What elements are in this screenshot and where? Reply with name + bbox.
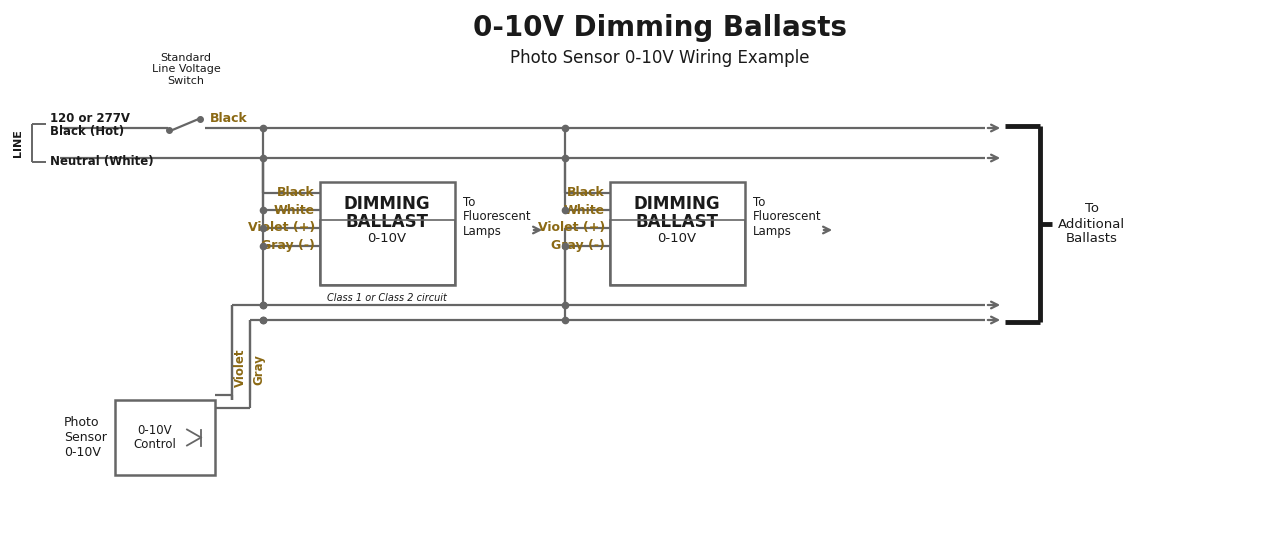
Text: White: White: [274, 203, 315, 216]
Text: 0-10V: 0-10V: [367, 233, 407, 246]
Text: Black (Hot): Black (Hot): [50, 124, 124, 137]
Text: To
Fluorescent
Lamps: To Fluorescent Lamps: [463, 195, 531, 239]
Text: Violet: Violet: [234, 348, 247, 387]
Bar: [115, 400, 215, 475]
Text: DIMMING: DIMMING: [344, 195, 430, 213]
Text: White: White: [564, 203, 605, 216]
Text: 120 or 277V: 120 or 277V: [50, 111, 131, 124]
Text: DIMMING: DIMMING: [634, 195, 721, 213]
Text: Class 1 or Class 2 circuit: Class 1 or Class 2 circuit: [328, 293, 447, 303]
Text: Black: Black: [210, 111, 248, 124]
Text: BALLAST: BALLAST: [346, 213, 429, 231]
Bar: [320, 182, 454, 285]
Text: Neutral (White): Neutral (White): [50, 155, 154, 168]
Text: 0-10V
Control: 0-10V Control: [133, 424, 177, 452]
Text: To
Additional
Ballasts: To Additional Ballasts: [1059, 202, 1125, 246]
Text: Photo Sensor 0-10V Wiring Example: Photo Sensor 0-10V Wiring Example: [511, 49, 810, 67]
Text: Black: Black: [278, 187, 315, 200]
Text: To
Fluorescent
Lamps: To Fluorescent Lamps: [753, 195, 822, 239]
Text: Black: Black: [567, 187, 605, 200]
Text: Gray: Gray: [252, 354, 265, 385]
Text: Gray (-): Gray (-): [261, 240, 315, 253]
Bar: [611, 182, 745, 285]
Text: Standard
Line Voltage
Switch: Standard Line Voltage Switch: [151, 53, 220, 86]
Text: Violet (+): Violet (+): [538, 221, 605, 234]
Text: Photo
Sensor
0-10V: Photo Sensor 0-10V: [64, 416, 108, 459]
Text: BALLAST: BALLAST: [635, 213, 718, 231]
Text: Gray (-): Gray (-): [552, 240, 605, 253]
Bar: [320, 220, 454, 285]
Text: LINE: LINE: [13, 129, 23, 157]
Text: 0-10V: 0-10V: [658, 233, 696, 246]
Text: Violet (+): Violet (+): [248, 221, 315, 234]
Text: 0-10V Dimming Ballasts: 0-10V Dimming Ballasts: [474, 14, 847, 42]
Bar: [611, 220, 745, 285]
